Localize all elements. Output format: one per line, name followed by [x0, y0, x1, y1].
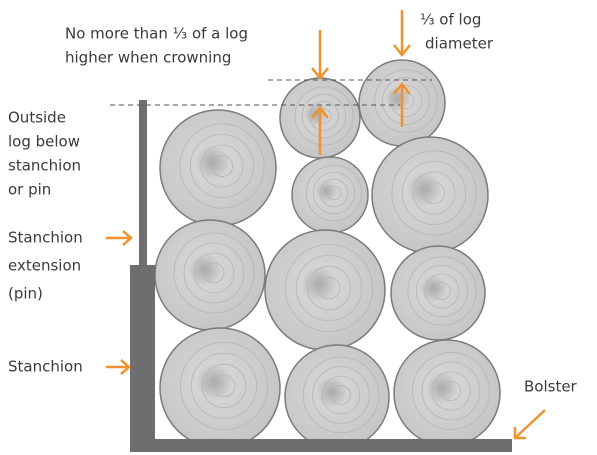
log-ring: [321, 375, 361, 415]
log-ring: [421, 361, 481, 421]
label: log below: [8, 133, 80, 151]
arrow: [393, 10, 411, 58]
arrow: [311, 105, 329, 155]
arrows: [106, 10, 546, 440]
log: [159, 109, 277, 227]
log-ring: [401, 160, 467, 226]
log-ring: [193, 252, 235, 294]
log-ring: [374, 69, 438, 133]
log-ring: [389, 84, 423, 118]
log-ring: [331, 385, 351, 405]
bolster: [130, 439, 512, 452]
log-ring: [284, 243, 374, 333]
arrow: [106, 359, 131, 375]
log-ring: [431, 371, 471, 411]
log-ring: [212, 374, 236, 398]
arrow: [393, 81, 411, 127]
label: No more than ⅓ of a log: [65, 25, 248, 43]
log-ring: [397, 92, 415, 110]
log-ring: [391, 150, 477, 236]
log-ring: [183, 242, 245, 304]
log-ring: [423, 182, 445, 204]
log: [159, 327, 281, 449]
label: Stanchion: [8, 229, 83, 247]
log-ring: [295, 254, 363, 322]
stanchion: [130, 265, 155, 450]
log-ring: [312, 171, 356, 215]
log-ring: [412, 352, 490, 430]
log-ring: [306, 265, 352, 311]
log-ring: [301, 93, 347, 139]
log-ring: [316, 108, 332, 124]
logs: [154, 59, 501, 450]
label: Bolster: [524, 378, 578, 396]
arrow: [513, 409, 546, 440]
log: [284, 344, 390, 450]
log-ring: [201, 363, 247, 409]
log-ring: [326, 185, 342, 201]
log: [390, 245, 486, 341]
log-ring: [173, 232, 255, 314]
log-ring: [302, 356, 380, 434]
log: [393, 339, 501, 447]
log-ring: [190, 352, 258, 420]
log-ring: [305, 164, 363, 222]
log: [291, 156, 369, 234]
stanchion-extension: [139, 100, 147, 270]
log-ring: [179, 123, 265, 209]
log-ring: [424, 273, 460, 309]
label: extension: [8, 257, 81, 275]
log-ring: [317, 276, 341, 300]
log-ring: [203, 262, 225, 284]
log-ring: [200, 144, 244, 188]
label: Stanchion: [8, 358, 83, 376]
log-ring: [189, 133, 255, 199]
log: [154, 219, 266, 331]
log-ring: [179, 341, 269, 431]
log-ring: [440, 380, 462, 402]
log: [264, 229, 386, 351]
log-ring: [433, 282, 451, 300]
label: (pin): [8, 285, 43, 303]
arrow: [106, 230, 133, 246]
log-ring: [211, 155, 233, 177]
label: or pin: [8, 181, 51, 199]
label: ⅓ of log: [420, 11, 481, 29]
log-ring: [412, 171, 456, 215]
log-ring: [294, 86, 354, 146]
log-ring: [382, 77, 430, 125]
label: diameter: [425, 35, 494, 53]
label: higher when crowning: [65, 49, 231, 67]
arrow: [311, 30, 329, 81]
log-ring: [319, 178, 349, 208]
log-ring: [312, 366, 370, 424]
log-ring: [309, 101, 339, 131]
label: stanchion: [8, 157, 81, 175]
log-ring: [407, 256, 477, 326]
log-ring: [415, 264, 469, 318]
log: [371, 136, 489, 254]
label: Outside: [8, 109, 66, 127]
